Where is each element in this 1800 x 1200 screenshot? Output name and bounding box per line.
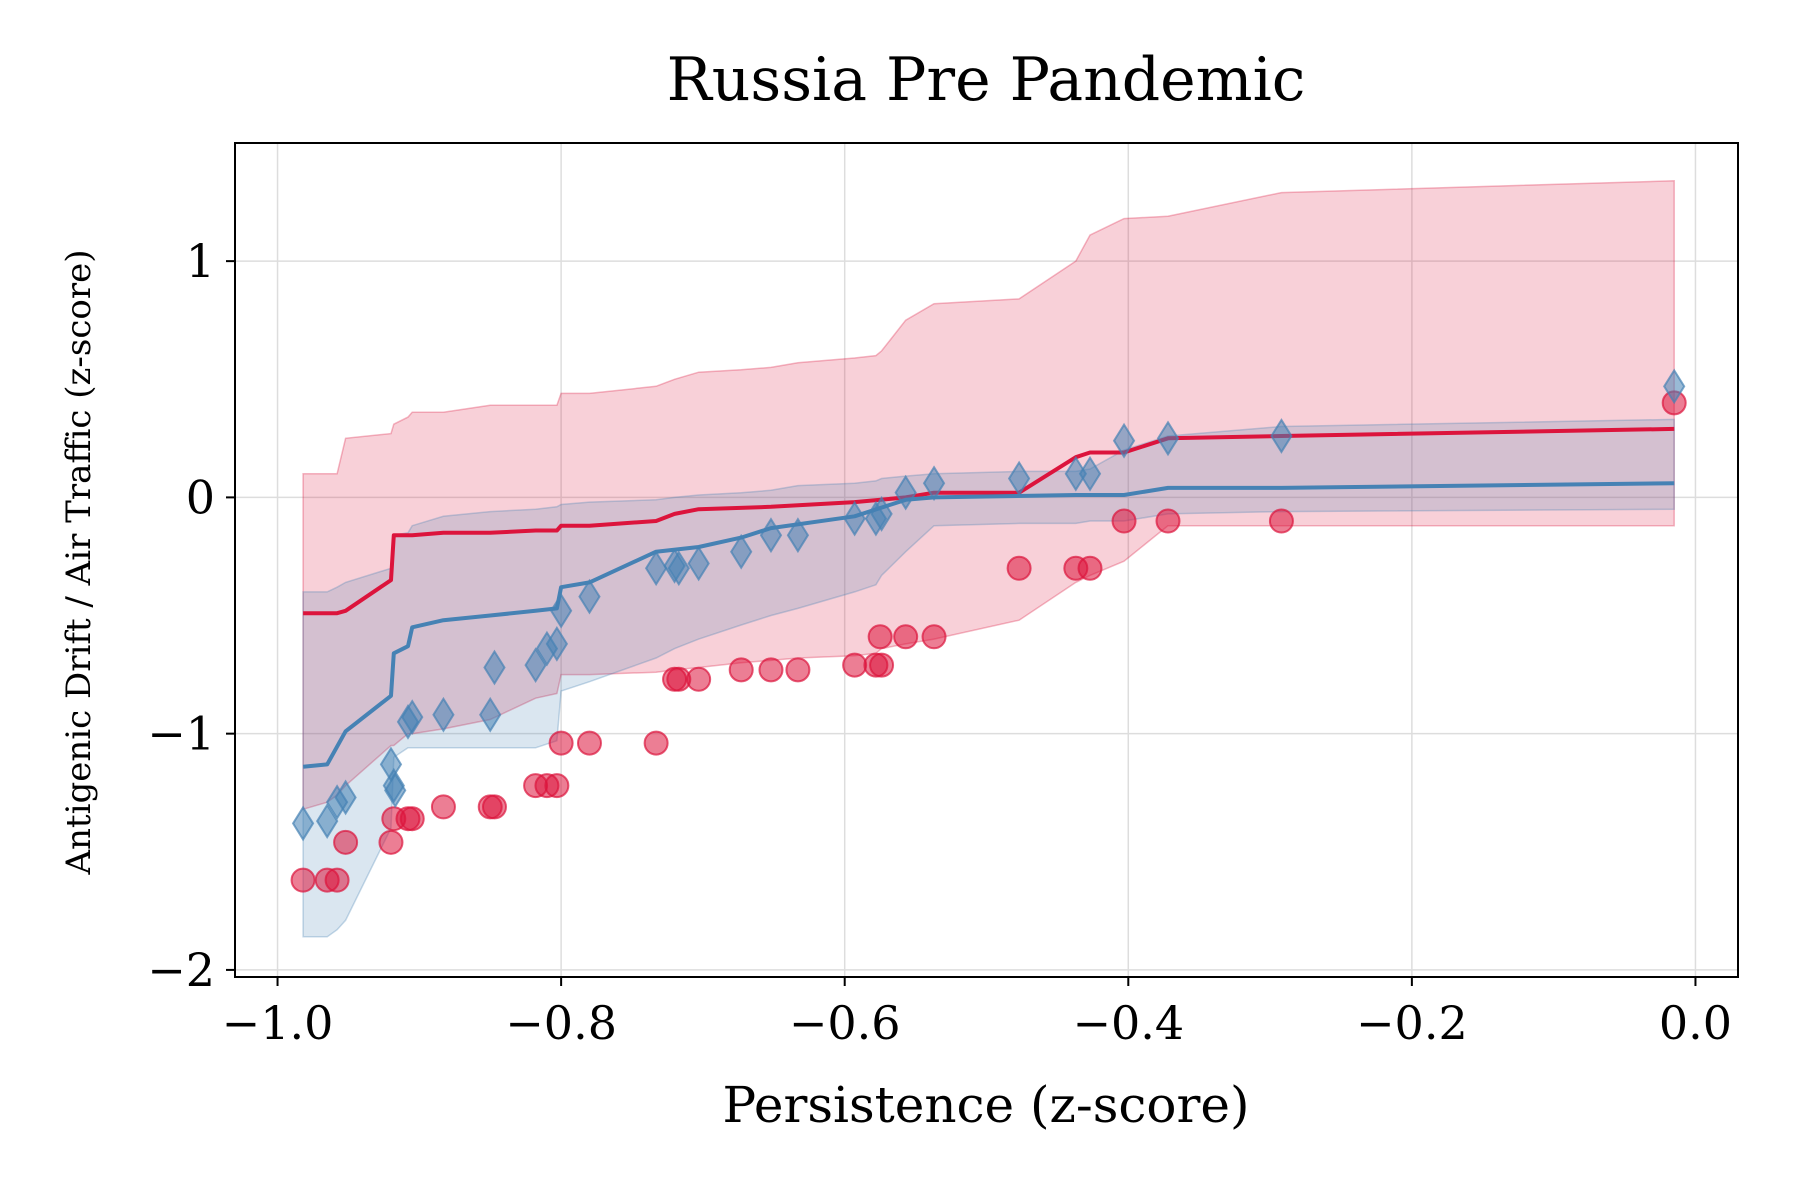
x-axis-label: Persistence (z-score): [722, 1076, 1249, 1134]
x-tick-label: −0.8: [505, 996, 617, 1050]
data-point-diamond: [1078, 455, 1102, 492]
data-point-diamond: [644, 550, 668, 587]
x-tick-label: −0.6: [789, 996, 901, 1050]
data-point-diamond: [667, 550, 690, 587]
data-point-circle: [867, 624, 893, 650]
y-axis-label: Antigenic Drift / Air Traffic (z-score): [59, 249, 99, 875]
data-point-diamond: [384, 772, 407, 809]
y-tick-label: −2: [147, 943, 215, 997]
data-point-diamond: [1156, 420, 1180, 457]
x-tick-label: −1.0: [222, 996, 334, 1050]
data-point-circle: [290, 867, 316, 893]
data-point-circle: [758, 657, 784, 683]
data-point-circle: [378, 829, 404, 855]
data-point-diamond: [786, 517, 810, 554]
data-point-diamond: [730, 533, 753, 570]
data-point-circle: [548, 730, 574, 756]
data-point-circle: [869, 652, 895, 678]
data-point-circle: [893, 624, 919, 650]
data-point-circle: [921, 624, 947, 650]
data-point-diamond: [334, 779, 357, 816]
plot-frame: [234, 142, 1739, 978]
data-point-diamond: [578, 578, 601, 615]
data-point-diamond: [759, 517, 783, 554]
x-axis-ticks: −1.0 −0.8 −0.6 −0.4 −0.2 0.0: [222, 977, 1732, 1050]
data-point-diamond: [870, 496, 893, 532]
data-point-diamond: [545, 625, 569, 662]
x-tick-label: −0.4: [1072, 996, 1184, 1050]
data-point-circle: [544, 773, 570, 799]
data-point-circle: [1006, 555, 1032, 581]
data-point-circle: [481, 794, 507, 820]
data-point-diamond: [687, 545, 710, 582]
y-tick-label: 0: [186, 470, 215, 524]
chart-title: Russia Pre Pandemic: [667, 45, 1306, 115]
data-point-diamond: [479, 696, 502, 733]
data-point-circle: [576, 730, 602, 756]
x-tick-label: 0.0: [1659, 996, 1732, 1050]
data-point-circle: [1077, 555, 1103, 581]
data-point-circle: [728, 657, 754, 683]
data-point-circle: [430, 794, 456, 820]
data-point-diamond: [843, 500, 866, 537]
data-point-circle: [324, 867, 350, 893]
data-point-circle: [842, 652, 868, 678]
data-point-diamond: [315, 803, 339, 839]
data-point-circle: [686, 666, 712, 692]
data-point-diamond: [549, 592, 573, 629]
data-point-diamond: [1112, 422, 1136, 459]
data-point-circle: [643, 730, 669, 756]
data-point-diamond: [401, 699, 424, 736]
data-point-diamond: [922, 465, 946, 502]
data-point-circle: [399, 806, 425, 832]
x-tick-label: −0.2: [1356, 996, 1468, 1050]
trend-line: [303, 426, 1675, 616]
y-tick-label: 1: [186, 234, 215, 288]
y-tick-label: −1: [147, 707, 215, 761]
grid: [235, 143, 1738, 977]
data-point-diamond: [1270, 418, 1293, 454]
data-markers: [290, 368, 1687, 893]
data-point-circle: [333, 829, 359, 855]
data-point-circle: [1111, 508, 1137, 534]
data-point-diamond: [1007, 460, 1031, 497]
y-axis-ticks: −2 −1 0 1: [147, 234, 235, 997]
data-point-diamond: [1663, 368, 1686, 405]
data-point-diamond: [894, 474, 917, 511]
data-point-circle: [1155, 508, 1181, 534]
data-point-diamond: [483, 649, 506, 686]
confidence-band: [302, 418, 1675, 938]
data-point-circle: [1268, 508, 1294, 534]
data-point-circle: [785, 657, 811, 683]
data-point-diamond: [432, 696, 455, 733]
data-point-diamond: [524, 647, 547, 684]
data-point-diamond: [291, 805, 315, 842]
